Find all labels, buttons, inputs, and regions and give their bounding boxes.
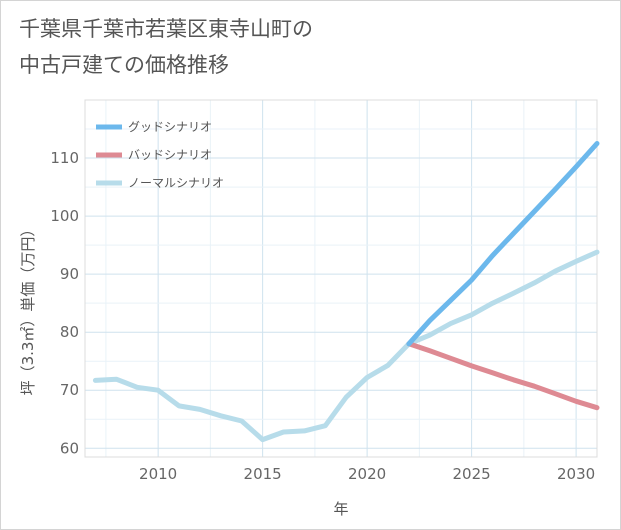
- series-line-0: [406, 141, 600, 347]
- series-line-2: [92, 249, 600, 443]
- x-axis-ticks: 2010 2015 2020 2025 2030: [139, 465, 595, 483]
- x-tick-label: 2015: [244, 465, 282, 483]
- legend-label-2: ノーマルシナリオ: [128, 176, 224, 190]
- y-tick-label: 80: [60, 323, 79, 341]
- plot-area: [84, 99, 598, 458]
- series-line-1: [406, 341, 600, 411]
- x-tick-label: 2030: [557, 465, 595, 483]
- y-axis-label: 坪（3.3㎡）単価（万円）: [19, 222, 37, 396]
- legend-label-0: グッドシナリオ: [128, 120, 212, 134]
- y-tick-label: 70: [60, 381, 79, 399]
- y-axis-ticks: 60 70 80 90 100 110: [50, 149, 79, 457]
- y-tick-label: 90: [60, 265, 79, 283]
- chart-title: 千葉県千葉市若葉区東寺山町の 中古戸建ての価格推移: [19, 11, 313, 83]
- x-tick-label: 2020: [348, 465, 386, 483]
- legend-label-1: バッドシナリオ: [128, 148, 212, 162]
- y-tick-label: 100: [50, 207, 79, 225]
- x-axis-label: 年: [333, 500, 348, 518]
- x-tick-label: 2025: [453, 465, 491, 483]
- chart-title-line-2: 中古戸建ての価格推移: [19, 53, 229, 77]
- x-tick-label: 2010: [139, 465, 177, 483]
- chart-title-line-1: 千葉県千葉市若葉区東寺山町の: [19, 17, 313, 41]
- y-tick-label: 110: [50, 149, 79, 167]
- plot-area-border: [84, 99, 598, 458]
- y-tick-label: 60: [60, 439, 79, 457]
- series-layer: [92, 141, 600, 443]
